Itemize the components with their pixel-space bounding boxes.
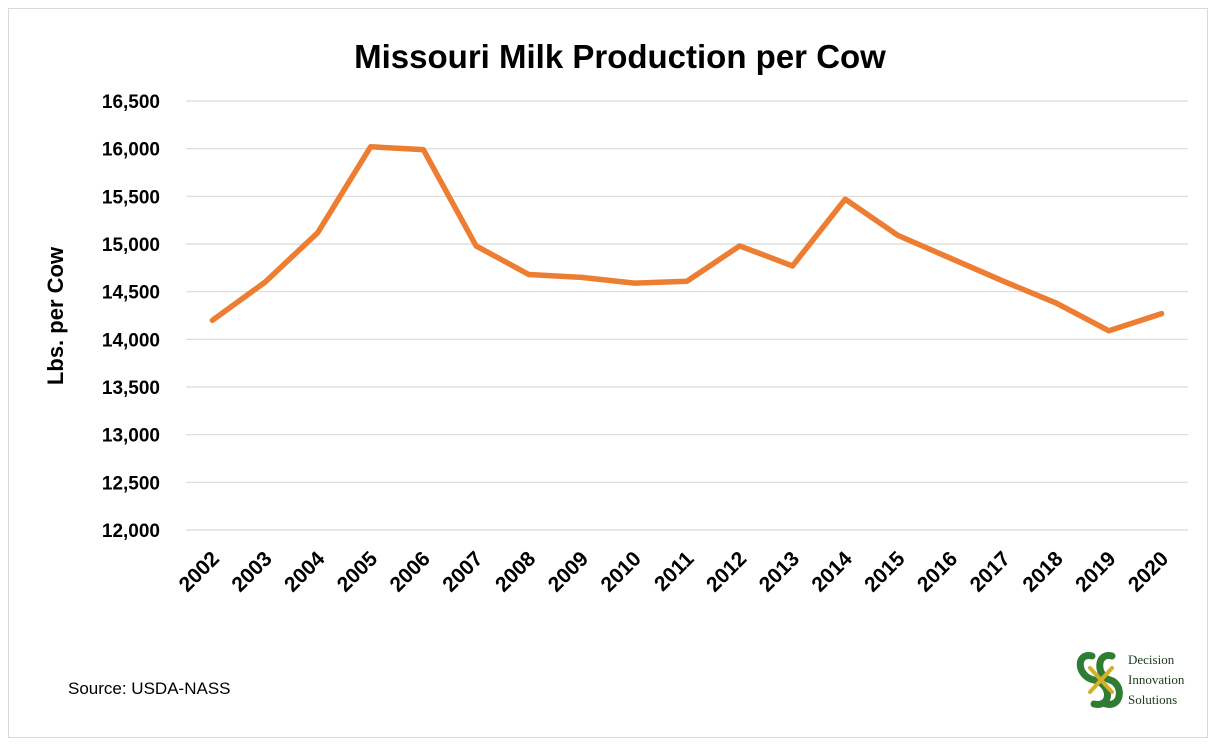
y-tick-label: 12,500 [102, 473, 160, 494]
chart-title: Missouri Milk Production per Cow [354, 38, 886, 75]
logo-line-1: Decision [1128, 652, 1175, 667]
data-point [1000, 278, 1006, 284]
y-tick-label: 13,000 [102, 426, 160, 447]
data-point [737, 243, 743, 249]
y-axis-ticks: 16,500 16,000 15,500 15,000 14,500 14,000 13,5… [102, 92, 160, 542]
y-tick-label: 15,500 [102, 187, 160, 208]
y-tick-label: 16,500 [102, 92, 160, 113]
x-tick-label: 2006 [386, 547, 435, 596]
data-point [315, 230, 321, 236]
x-tick-label: 2009 [544, 547, 593, 596]
chart-frame [8, 8, 1208, 738]
data-point [526, 272, 532, 278]
x-tick-label: 2010 [597, 547, 646, 596]
data-point [368, 144, 374, 150]
x-tick-label: 2017 [966, 547, 1015, 596]
x-tick-label: 2003 [227, 547, 276, 596]
gridlines [186, 100, 1188, 531]
x-axis-ticks: 2002 2003 2004 2005 2006 2007 2008 2009 2010 2011… [175, 547, 1174, 597]
data-point [842, 196, 848, 202]
data-point [262, 279, 268, 285]
x-tick-label: 2015 [860, 547, 910, 597]
y-tick-label: 14,000 [102, 330, 160, 351]
y-axis-label: Lbs. per Cow [43, 246, 68, 385]
x-tick-label: 2012 [702, 547, 751, 596]
source-note: Source: USDA-NASS [68, 679, 231, 698]
y-tick-label: 16,000 [102, 140, 160, 161]
series-line [209, 144, 1165, 334]
x-tick-label: 2019 [1071, 547, 1120, 596]
series-group [209, 144, 1165, 334]
x-tick-label: 2005 [333, 547, 383, 597]
x-tick-label: 2013 [755, 547, 804, 596]
y-tick-label: 14,500 [102, 283, 160, 304]
x-tick-label: 2008 [491, 547, 541, 597]
y-tick-label: 15,000 [102, 235, 160, 256]
x-tick-label: 2011 [650, 547, 699, 596]
data-point [789, 263, 795, 269]
data-point [1159, 311, 1165, 317]
data-point [420, 147, 426, 153]
logo-line-3: Solutions [1128, 692, 1177, 707]
x-tick-label: 2004 [280, 547, 330, 597]
data-point [948, 255, 954, 261]
logo-line-2: Innovation [1128, 672, 1185, 687]
data-point [684, 278, 690, 284]
x-tick-label: 2020 [1124, 547, 1173, 596]
data-point [631, 280, 637, 286]
data-point [1106, 328, 1112, 334]
y-tick-label: 13,500 [102, 378, 160, 399]
data-point [1053, 300, 1059, 306]
x-tick-label: 2002 [175, 547, 224, 596]
data-point [473, 243, 479, 249]
data-point [579, 274, 585, 280]
x-tick-label: 2018 [1018, 547, 1068, 597]
decision-innovation-solutions-logo: Decision Innovation Solutions [1076, 652, 1185, 708]
x-tick-label: 2016 [913, 547, 962, 596]
x-tick-label: 2014 [807, 547, 857, 597]
data-point [209, 317, 215, 323]
x-tick-label: 2007 [438, 547, 487, 596]
y-tick-label: 12,000 [102, 521, 160, 542]
knot-logo-icon [1076, 652, 1123, 708]
data-point [895, 232, 901, 238]
